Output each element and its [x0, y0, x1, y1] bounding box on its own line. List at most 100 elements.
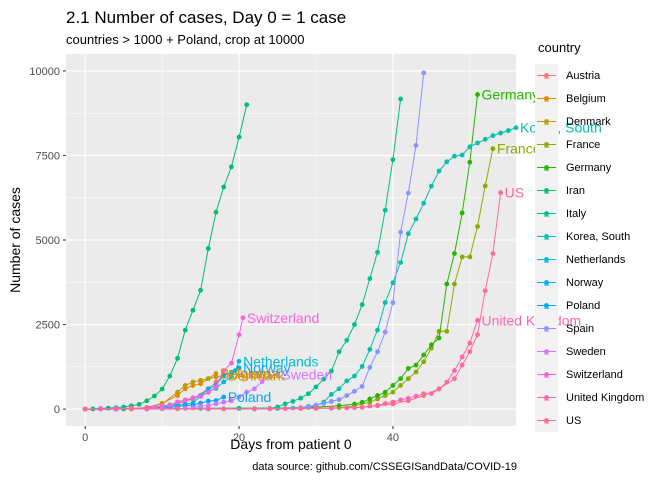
- data-point: [167, 373, 173, 379]
- legend-key-point: [544, 234, 549, 239]
- data-point: [482, 136, 488, 142]
- data-point: [390, 157, 396, 163]
- legend-key-point: [544, 349, 549, 354]
- legend-key-letter: a: [544, 278, 549, 288]
- data-point: [467, 144, 473, 150]
- legend-item: a Spain: [535, 317, 594, 340]
- x-axis-title: Days from patient 0: [230, 436, 352, 452]
- data-point: [390, 280, 396, 286]
- data-point: [367, 399, 373, 405]
- data-point: [344, 405, 350, 411]
- y-tick-label: 10000: [29, 66, 60, 78]
- data-point: [190, 383, 196, 388]
- data-point: [236, 134, 242, 140]
- data-point: [182, 397, 188, 403]
- chart-subtitle: countries > 1000 + Poland, crop at 10000: [66, 32, 305, 47]
- data-point: [452, 251, 457, 256]
- data-point: [490, 133, 496, 139]
- legend-item: a Netherlands: [535, 248, 626, 271]
- data-point: [182, 386, 188, 392]
- data-point: [367, 365, 373, 370]
- data-point: [321, 376, 327, 382]
- data-point: [198, 377, 204, 383]
- legend-key-letter: a: [544, 163, 549, 173]
- x-tick-label: 20: [233, 432, 245, 444]
- data-point: [213, 371, 219, 376]
- data-point: [344, 337, 350, 343]
- legend-label: Norway: [566, 277, 604, 289]
- data-point: [390, 389, 396, 395]
- y-tick-label: 2500: [36, 320, 60, 332]
- data-point: [198, 394, 204, 399]
- legend-item: a Belgium: [535, 87, 606, 110]
- data-point: [398, 376, 404, 382]
- x-axis: 0 20 40: [82, 426, 399, 444]
- data-point: [228, 398, 234, 404]
- data-point: [475, 224, 480, 229]
- y-axis-title: Number of cases: [7, 187, 23, 293]
- data-point: [144, 398, 150, 404]
- data-point: [452, 376, 457, 382]
- legend-key-point: [544, 188, 549, 193]
- chart-caption: data source: github.com/CSSEGISandData/C…: [252, 461, 517, 473]
- y-tick-label: 7500: [36, 150, 60, 162]
- legend-label: Sweden: [566, 346, 606, 358]
- data-point: [313, 405, 319, 411]
- data-point: [359, 399, 365, 405]
- series-end-label: Norway: [243, 360, 290, 376]
- data-point: [298, 406, 304, 411]
- data-point: [421, 393, 427, 398]
- data-point: [82, 406, 88, 412]
- series-end-label: Austria: [235, 366, 279, 382]
- legend-item: a Austria: [535, 64, 601, 87]
- data-point: [236, 394, 242, 400]
- data-point: [467, 254, 473, 260]
- series-end-label: Belgium: [220, 366, 271, 382]
- data-point: [221, 379, 227, 385]
- legend-label: Korea, South: [566, 231, 630, 243]
- data-point: [398, 229, 404, 235]
- legend-key-letter: a: [544, 370, 549, 380]
- data-point: [475, 92, 480, 97]
- legend-key-point: [544, 73, 549, 78]
- data-point: [428, 342, 434, 348]
- data-point: [375, 349, 380, 355]
- data-point: [359, 364, 365, 369]
- data-point: [421, 200, 427, 206]
- legend-item: a Italy: [535, 202, 587, 225]
- chart-title: 2.1 Number of cases, Day 0 = 1 case: [66, 8, 346, 27]
- legend-label: Denmark: [566, 116, 611, 128]
- data-point: [459, 354, 465, 360]
- legend-key-point: [544, 372, 549, 377]
- legend-item: a Norway: [535, 271, 604, 294]
- data-point: [282, 401, 288, 407]
- data-point: [190, 307, 196, 313]
- legend-key-letter: a: [544, 393, 549, 403]
- data-point: [467, 159, 473, 165]
- legend-key-letter: a: [544, 209, 549, 219]
- data-point: [221, 399, 227, 405]
- data-point: [436, 386, 442, 392]
- data-point: [459, 210, 465, 216]
- y-tick-label: 5000: [36, 235, 60, 247]
- data-point: [198, 403, 204, 409]
- legend-item: a Switzerland: [535, 363, 623, 386]
- legend-label: Switzerland: [566, 369, 623, 381]
- x-tick-label: 0: [82, 432, 88, 444]
- data-point: [405, 190, 411, 196]
- data-point: [498, 190, 504, 196]
- legend-key-letter: a: [544, 186, 549, 196]
- data-point: [205, 376, 211, 382]
- data-point: [398, 96, 404, 102]
- data-point: [228, 374, 234, 380]
- legend-key-letter: a: [544, 416, 549, 426]
- data-point: [382, 389, 388, 395]
- data-point: [344, 378, 350, 384]
- legend-key-point: [544, 142, 549, 147]
- legend-item: a United Kingdom: [535, 386, 644, 409]
- data-point: [467, 349, 473, 354]
- data-point: [444, 328, 450, 334]
- data-point: [444, 159, 450, 165]
- data-point: [452, 281, 457, 287]
